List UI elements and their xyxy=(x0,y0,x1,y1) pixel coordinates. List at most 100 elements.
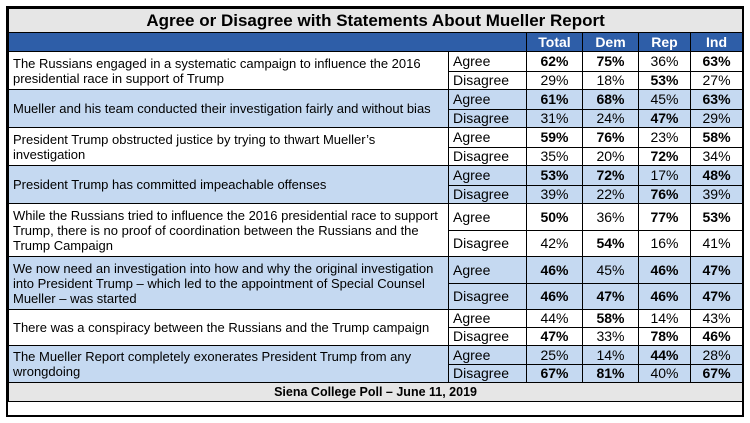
statement-cell: There was a conspiracy between the Russi… xyxy=(8,309,449,346)
table-row-agree: President Trump has committed impeachabl… xyxy=(8,165,744,204)
value-cell-ind: 41% xyxy=(689,230,744,257)
table-title: Agree or Disagree with Statements About … xyxy=(7,8,744,33)
value-cell-ind: 28% xyxy=(689,345,744,365)
value-cell-total: 61% xyxy=(526,89,583,110)
column-header-dem: Dem xyxy=(582,32,639,52)
column-header-row: Total Dem Rep Ind xyxy=(8,32,744,52)
header-blank xyxy=(8,32,527,52)
value-cell-rep: 17% xyxy=(638,165,691,186)
value-cell-rep: 14% xyxy=(638,309,691,328)
value-cell-dem: 24% xyxy=(582,109,639,128)
value-cell-total: 31% xyxy=(526,109,583,128)
value-cell-ind: 43% xyxy=(689,309,744,328)
value-cell-ind: 63% xyxy=(689,51,744,72)
response-label: Agree xyxy=(448,203,527,231)
table-row-disagree: Disagree 46% 47% 46% 47% xyxy=(9,283,744,310)
response-label: Disagree xyxy=(448,147,527,166)
value-cell-rep: 47% xyxy=(638,109,691,128)
value-cell-total: 44% xyxy=(526,309,583,328)
column-header-ind: Ind xyxy=(689,32,744,52)
poll-table-frame: Agree or Disagree with Statements About … xyxy=(6,6,744,417)
value-cell-dem: 20% xyxy=(582,147,639,166)
value-cell-dem: 18% xyxy=(582,71,639,90)
value-cell-ind: 29% xyxy=(689,109,744,128)
response-label: Disagree xyxy=(448,364,527,383)
value-cell-dem: 36% xyxy=(582,203,639,231)
value-cell-ind: 46% xyxy=(689,327,744,346)
value-cell-rep: 16% xyxy=(638,230,691,257)
value-cell-dem: 47% xyxy=(582,283,639,310)
value-cell-total: 46% xyxy=(526,256,583,284)
value-cell-total: 29% xyxy=(526,71,583,90)
value-cell-total: 35% xyxy=(526,147,583,166)
response-label: Disagree xyxy=(448,109,527,128)
value-cell-ind: 53% xyxy=(689,203,744,231)
table-row-disagree: Disagree 67% 81% 40% 67% xyxy=(9,364,744,383)
value-cell-total: 53% xyxy=(526,165,583,186)
table-row-agree: There was a conspiracy between the Russi… xyxy=(8,309,744,346)
response-label: Disagree xyxy=(448,71,527,90)
value-cell-rep: 36% xyxy=(638,51,691,72)
statement-cell: President Trump has committed impeachabl… xyxy=(8,165,449,204)
value-cell-total: 47% xyxy=(526,327,583,346)
value-cell-ind: 58% xyxy=(689,127,744,148)
statement-cell: Mueller and his team conducted their inv… xyxy=(8,89,449,128)
value-cell-rep: 76% xyxy=(638,185,691,204)
value-cell-ind: 27% xyxy=(689,71,744,90)
value-cell-dem: 54% xyxy=(582,230,639,257)
table-row-disagree: Disagree 29% 18% 53% 27% xyxy=(9,71,744,90)
response-label: Agree xyxy=(448,51,527,72)
value-cell-rep: 23% xyxy=(638,127,691,148)
table-row-agree: While the Russians tried to influence th… xyxy=(8,203,744,257)
table-row-agree: We now need an investigation into how an… xyxy=(8,256,744,310)
response-label: Agree xyxy=(448,309,527,328)
value-cell-ind: 39% xyxy=(689,185,744,204)
value-cell-total: 39% xyxy=(526,185,583,204)
table-row-agree: The Mueller Report completely exonerates… xyxy=(8,345,744,383)
poll-table: Agree or Disagree with Statements About … xyxy=(7,8,744,402)
value-cell-total: 59% xyxy=(526,127,583,148)
response-label: Disagree xyxy=(448,230,527,257)
value-cell-dem: 33% xyxy=(582,327,639,346)
statement-cell: We now need an investigation into how an… xyxy=(8,256,449,310)
value-cell-rep: 77% xyxy=(638,203,691,231)
value-cell-total: 42% xyxy=(526,230,583,257)
response-label: Agree xyxy=(448,345,527,365)
value-cell-dem: 76% xyxy=(582,127,639,148)
table-row-disagree: Disagree 47% 33% 78% 46% xyxy=(9,327,744,346)
response-label: Disagree xyxy=(448,327,527,346)
value-cell-ind: 63% xyxy=(689,89,744,110)
value-cell-total: 67% xyxy=(526,364,583,383)
value-cell-rep: 78% xyxy=(638,327,691,346)
table-row-agree: President Trump obstructed justice by tr… xyxy=(8,127,744,166)
value-cell-rep: 46% xyxy=(638,256,691,284)
response-label: Agree xyxy=(448,165,527,186)
table-body: The Russians engaged in a systematic cam… xyxy=(8,51,744,383)
value-cell-rep: 45% xyxy=(638,89,691,110)
value-cell-ind: 47% xyxy=(689,256,744,284)
statement-cell: While the Russians tried to influence th… xyxy=(8,203,449,257)
table-row-disagree: Disagree 35% 20% 72% 34% xyxy=(9,147,744,166)
value-cell-dem: 75% xyxy=(582,51,639,72)
table-row-disagree: Disagree 39% 22% 76% 39% xyxy=(9,185,744,204)
value-cell-dem: 58% xyxy=(582,309,639,328)
value-cell-dem: 45% xyxy=(582,256,639,284)
value-cell-ind: 48% xyxy=(689,165,744,186)
response-label: Agree xyxy=(448,256,527,284)
response-label: Agree xyxy=(448,89,527,110)
value-cell-dem: 72% xyxy=(582,165,639,186)
value-cell-rep: 44% xyxy=(638,345,691,365)
value-cell-total: 25% xyxy=(526,345,583,365)
statement-cell: The Mueller Report completely exonerates… xyxy=(8,345,449,383)
value-cell-dem: 22% xyxy=(582,185,639,204)
value-cell-total: 62% xyxy=(526,51,583,72)
value-cell-dem: 68% xyxy=(582,89,639,110)
response-label: Disagree xyxy=(448,185,527,204)
statement-cell: The Russians engaged in a systematic cam… xyxy=(8,51,449,90)
value-cell-total: 50% xyxy=(526,203,583,231)
statement-cell: President Trump obstructed justice by tr… xyxy=(8,127,449,166)
value-cell-ind: 34% xyxy=(689,147,744,166)
value-cell-total: 46% xyxy=(526,283,583,310)
value-cell-dem: 14% xyxy=(582,345,639,365)
column-header-total: Total xyxy=(526,32,583,52)
